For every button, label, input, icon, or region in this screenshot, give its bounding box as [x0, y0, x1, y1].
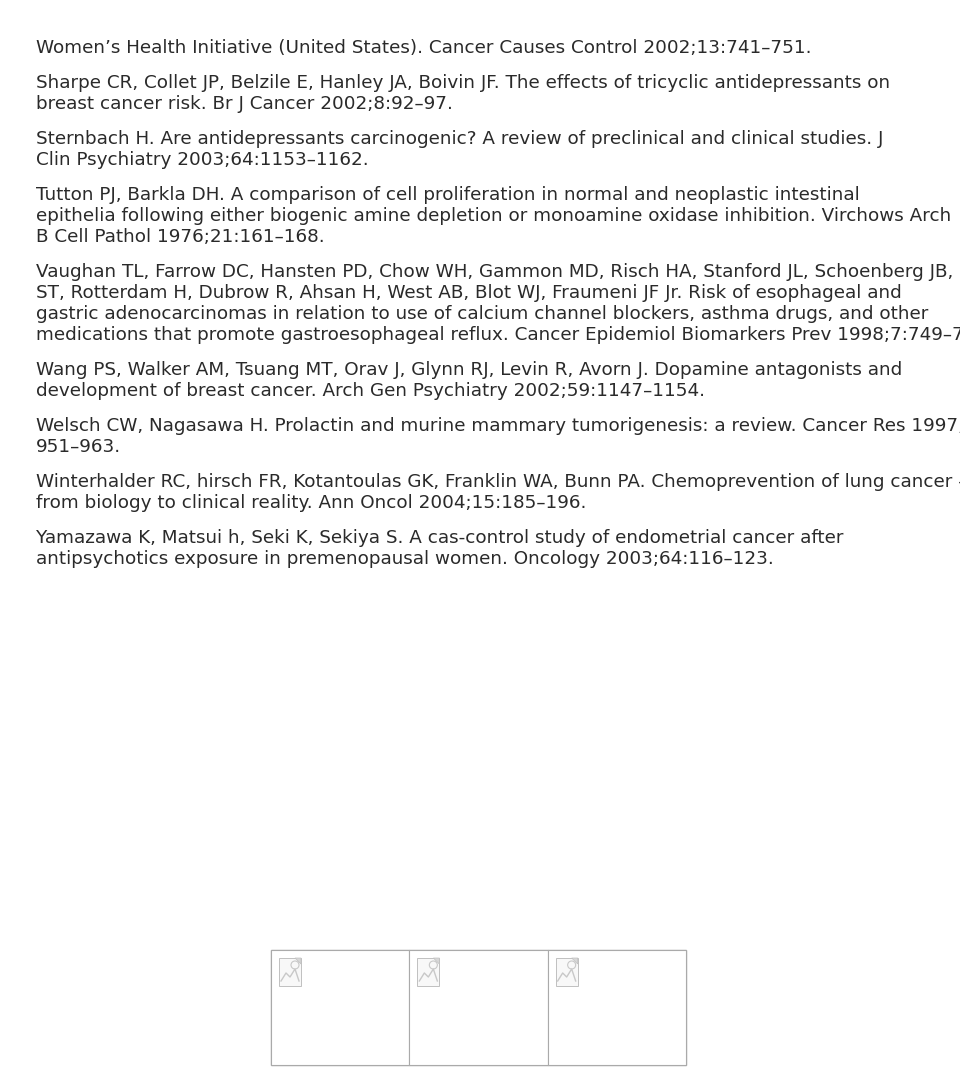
Text: antipsychotics exposure in premenopausal women. Oncology 2003;64:116–123.: antipsychotics exposure in premenopausal…	[36, 550, 774, 568]
Text: epithelia following either biogenic amine depletion or monoamine oxidase inhibit: epithelia following either biogenic amin…	[36, 207, 951, 225]
Text: Clin Psychiatry 2003;64:1153–1162.: Clin Psychiatry 2003;64:1153–1162.	[36, 151, 369, 169]
Polygon shape	[433, 958, 440, 964]
Text: ST, Rotterdam H, Dubrow R, Ahsan H, West AB, Blot WJ, Fraumeni JF Jr. Risk of es: ST, Rotterdam H, Dubrow R, Ahsan H, West…	[36, 284, 901, 302]
Text: Welsch CW, Nagasawa H. Prolactin and murine mammary tumorigenesis: a review. Can: Welsch CW, Nagasawa H. Prolactin and mur…	[36, 417, 960, 436]
Bar	[547, 950, 686, 1065]
Text: 951–963.: 951–963.	[36, 438, 121, 456]
Text: development of breast cancer. Arch Gen Psychiatry 2002;59:1147–1154.: development of breast cancer. Arch Gen P…	[36, 382, 705, 400]
Text: Women’s Health Initiative (United States). Cancer Causes Control 2002;13:741–751: Women’s Health Initiative (United States…	[36, 39, 811, 57]
Text: medications that promote gastroesophageal reflux. Cancer Epidemiol Biomarkers Pr: medications that promote gastroesophagea…	[36, 326, 960, 344]
Bar	[556, 958, 578, 986]
Text: Tutton PJ, Barkla DH. A comparison of cell proliferation in normal and neoplasti: Tutton PJ, Barkla DH. A comparison of ce…	[36, 186, 860, 204]
Bar	[409, 950, 547, 1065]
Text: B Cell Pathol 1976;21:161–168.: B Cell Pathol 1976;21:161–168.	[36, 229, 324, 246]
Bar	[271, 950, 409, 1065]
Text: breast cancer risk. Br J Cancer 2002;8:92–97.: breast cancer risk. Br J Cancer 2002;8:9…	[36, 95, 453, 113]
Text: Sternbach H. Are antidepressants carcinogenic? A review of preclinical and clini: Sternbach H. Are antidepressants carcino…	[36, 130, 883, 148]
Bar	[418, 958, 440, 986]
Text: Wang PS, Walker AM, Tsuang MT, Orav J, Glynn RJ, Levin R, Avorn J. Dopamine anta: Wang PS, Walker AM, Tsuang MT, Orav J, G…	[36, 361, 902, 379]
Bar	[271, 950, 686, 1065]
Bar	[279, 958, 301, 986]
Text: Vaughan TL, Farrow DC, Hansten PD, Chow WH, Gammon MD, Risch HA, Stanford JL, Sc: Vaughan TL, Farrow DC, Hansten PD, Chow …	[36, 263, 960, 281]
Polygon shape	[571, 958, 578, 964]
Text: gastric adenocarcinomas in relation to use of calcium channel blockers, asthma d: gastric adenocarcinomas in relation to u…	[36, 305, 928, 323]
Text: Sharpe CR, Collet JP, Belzile E, Hanley JA, Boivin JF. The effects of tricyclic : Sharpe CR, Collet JP, Belzile E, Hanley …	[36, 74, 890, 92]
Text: Yamazawa K, Matsui h, Seki K, Sekiya S. A cas-control study of endometrial cance: Yamazawa K, Matsui h, Seki K, Sekiya S. …	[36, 529, 844, 547]
Text: Winterhalder RC, hirsch FR, Kotantoulas GK, Franklin WA, Bunn PA. Chemopreventio: Winterhalder RC, hirsch FR, Kotantoulas …	[36, 473, 960, 490]
Polygon shape	[295, 958, 301, 964]
Text: from biology to clinical reality. Ann Oncol 2004;15:185–196.: from biology to clinical reality. Ann On…	[36, 494, 587, 512]
